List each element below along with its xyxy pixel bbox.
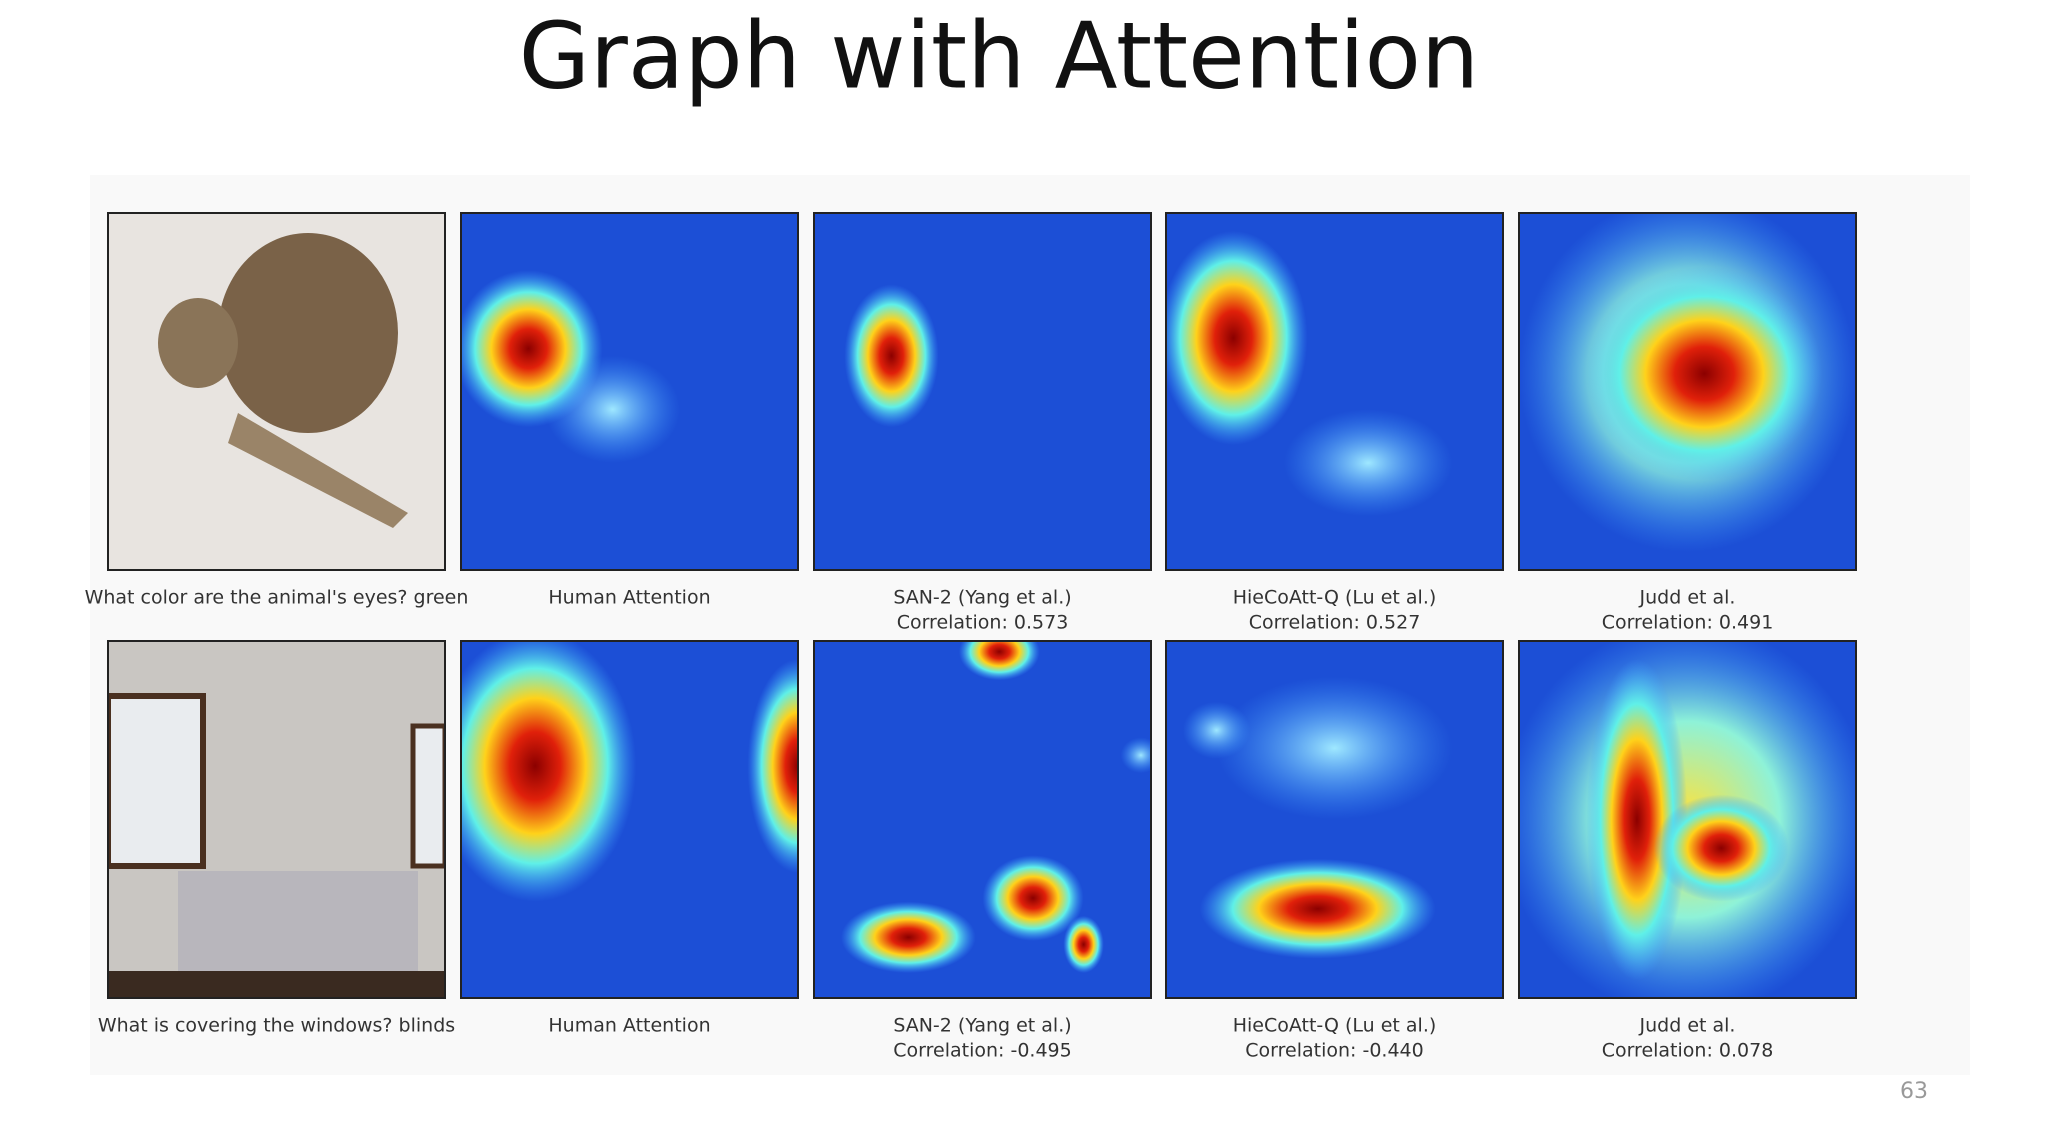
heat-blob	[1182, 701, 1251, 759]
caption: Correlation: 0.491	[1602, 612, 1774, 634]
caption: SAN-2 (Yang et al.)	[893, 1015, 1071, 1037]
slide-title: Graph with Attention	[519, 2, 1479, 109]
caption: Correlation: -0.495	[893, 1040, 1071, 1062]
panel-image	[108, 641, 445, 998]
heat-blob	[844, 284, 939, 428]
panel-image	[1519, 213, 1856, 570]
panel-image	[1166, 213, 1503, 570]
heat-blob	[747, 658, 798, 874]
heat-blob	[1120, 737, 1151, 774]
panel-border	[1165, 212, 1504, 571]
panel-border	[107, 640, 446, 999]
heat-blob	[1199, 858, 1436, 959]
heat-blob	[1166, 230, 1308, 446]
panel-border	[107, 212, 446, 571]
caption: Judd et al.	[1639, 1015, 1736, 1037]
caption: Correlation: 0.078	[1602, 1040, 1774, 1062]
panel-image	[1166, 641, 1503, 998]
caption: Judd et al.	[1639, 587, 1736, 609]
caption: HieCoAtt-Q (Lu et al.)	[1233, 587, 1437, 609]
panel-image	[814, 213, 1151, 570]
panel-border	[813, 212, 1152, 571]
panel-border	[813, 640, 1152, 999]
caption: What color are the animal's eyes? green	[85, 587, 469, 609]
panel-image	[108, 213, 445, 570]
window	[410, 723, 445, 869]
caption: Correlation: -0.440	[1245, 1040, 1423, 1062]
window	[108, 693, 206, 869]
cat-head	[158, 298, 238, 388]
heat-blob	[1063, 915, 1104, 974]
panel-border	[1518, 212, 1857, 571]
panel-image	[814, 641, 1151, 998]
heat-blob	[840, 901, 976, 974]
caption: Human Attention	[548, 587, 710, 609]
figure: What color are the animal's eyes? green H…	[85, 212, 1857, 1062]
panel-image	[1519, 641, 1856, 998]
heat-blob	[1586, 266, 1823, 481]
caption: Correlation: 0.573	[897, 612, 1069, 634]
cat-body	[218, 233, 398, 433]
page-number: 63	[1900, 1079, 1928, 1104]
heat-blob	[958, 641, 1040, 681]
floor	[108, 971, 445, 998]
heat-blob	[1586, 658, 1688, 981]
heat-blob	[545, 355, 681, 463]
caption: What is covering the windows? blinds	[98, 1015, 455, 1037]
heat-blob	[982, 855, 1084, 941]
caption: Correlation: 0.527	[1249, 612, 1421, 634]
cat-legs	[228, 413, 408, 528]
panel-border	[1518, 640, 1857, 999]
caption: HieCoAtt-Q (Lu et al.)	[1233, 1015, 1437, 1037]
caption: SAN-2 (Yang et al.)	[893, 587, 1071, 609]
caption: Human Attention	[548, 1015, 710, 1037]
heat-blob	[1653, 794, 1789, 902]
panel-image	[461, 213, 798, 570]
heat-blob	[1283, 409, 1453, 517]
heat-blob	[1216, 676, 1453, 820]
panel-border	[460, 212, 799, 571]
panel-image	[461, 641, 798, 998]
panel-border	[1165, 640, 1504, 999]
panel-border	[460, 640, 799, 999]
heat-blob	[461, 641, 637, 902]
